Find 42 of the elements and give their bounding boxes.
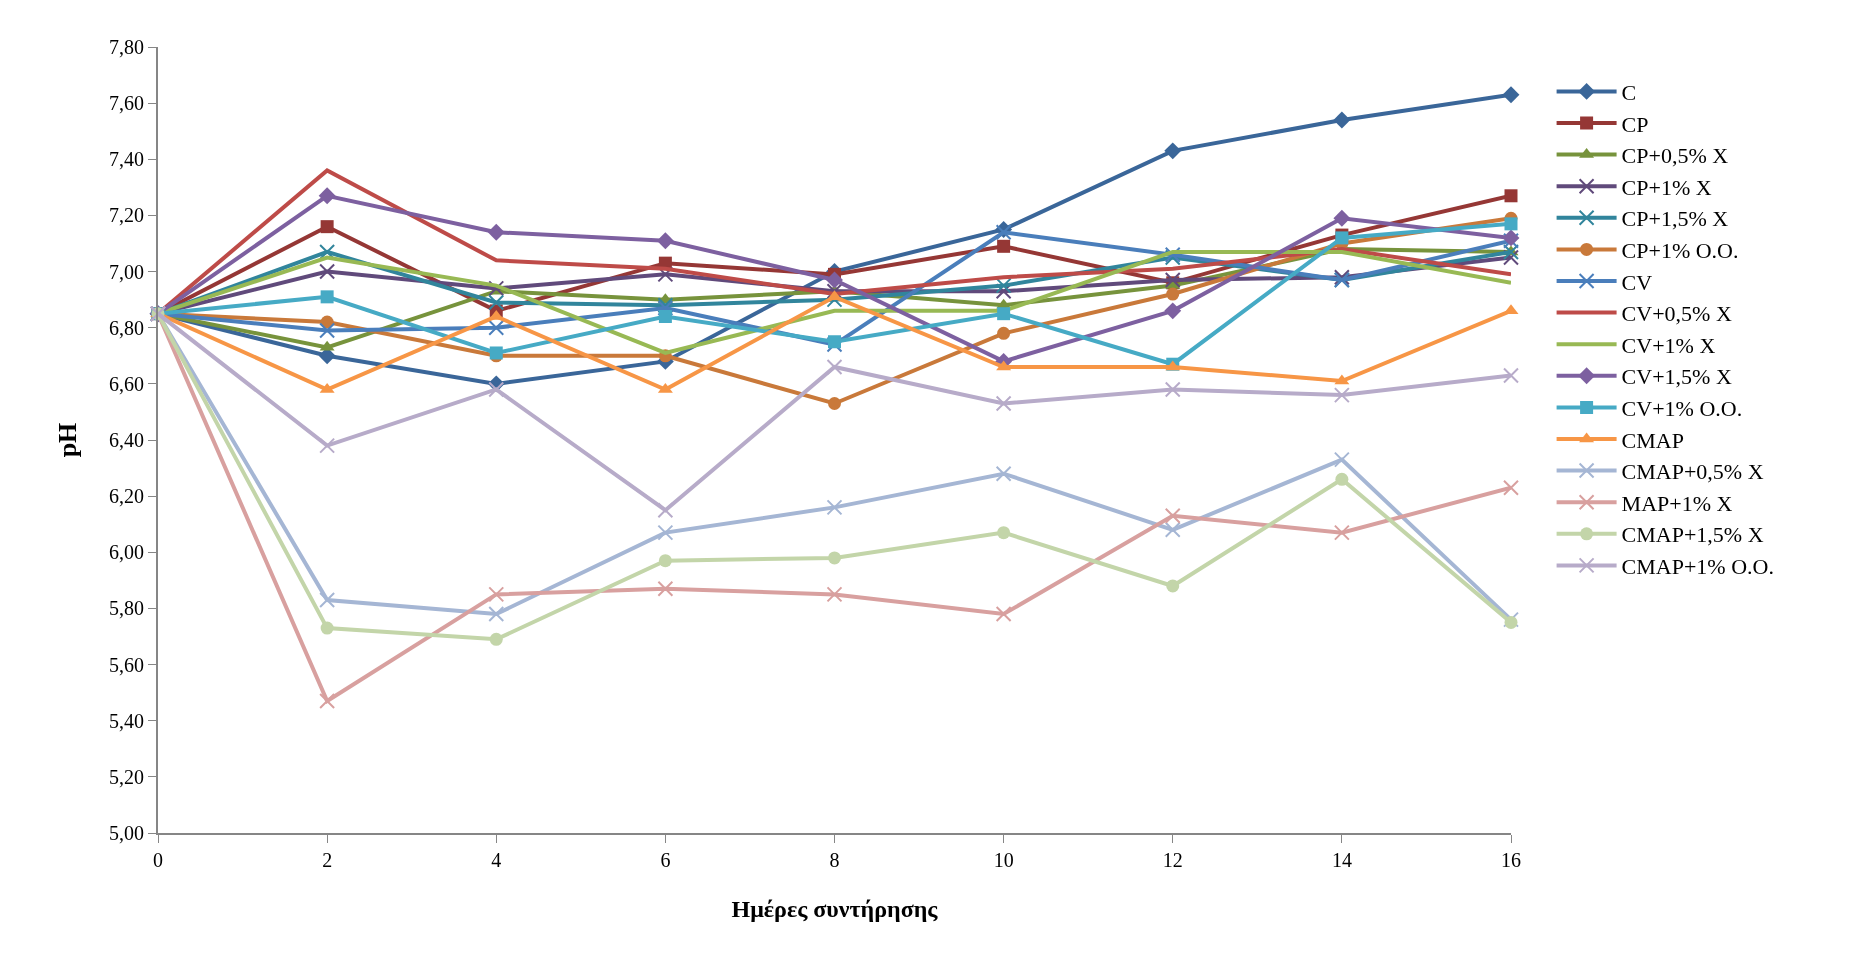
y-tick-label: 7,20: [109, 204, 144, 227]
legend-label: CV+1% O.O.: [1621, 395, 1743, 421]
legend-label: CMAP: [1621, 427, 1684, 453]
y-tick-label: 5,60: [109, 653, 144, 676]
x-tick-label: 0: [153, 849, 163, 871]
y-tick-label: 5,00: [109, 822, 144, 844]
y-tick-label: 5,40: [109, 709, 144, 732]
legend-label: CV+1,5% X: [1621, 364, 1732, 390]
y-tick-label: 6,00: [109, 541, 144, 564]
y-axis-title: pH: [52, 422, 82, 458]
legend-label: CP+1,5% X: [1621, 206, 1729, 232]
legend-label: CP+1% X: [1621, 174, 1712, 200]
x-axis-title: Ημέρες συντήρησης: [731, 895, 939, 922]
y-tick-label: 7,00: [109, 260, 144, 283]
x-tick-label: 12: [1162, 849, 1183, 871]
y-tick-label: 7,40: [109, 148, 144, 171]
legend-label: MAP+1% X: [1621, 490, 1733, 516]
x-tick-label: 6: [660, 849, 671, 871]
x-tick-label: 2: [322, 849, 333, 871]
x-tick-label: 10: [993, 849, 1014, 871]
y-tick-label: 7,60: [109, 92, 144, 115]
y-tick-label: 6,20: [109, 485, 144, 508]
legend-label: C: [1621, 79, 1637, 105]
legend-label: CP+0,5% X: [1621, 143, 1729, 169]
legend-label: CP+1% O.O.: [1621, 237, 1739, 263]
legend-label: CV+1% X: [1621, 332, 1716, 358]
x-tick-label: 4: [491, 849, 502, 871]
x-tick-label: 8: [829, 849, 840, 871]
legend-label: CV: [1621, 269, 1653, 295]
y-tick-label: 6,60: [109, 372, 144, 395]
y-tick-label: 6,40: [109, 429, 144, 451]
legend-label: CP: [1621, 111, 1649, 137]
x-tick-label: 14: [1331, 849, 1352, 871]
legend-label: CMAP+1,5% X: [1621, 522, 1764, 548]
y-tick-label: 6,80: [109, 316, 144, 339]
y-tick-label: 7,80: [109, 36, 144, 58]
y-tick-label: 5,80: [109, 597, 144, 620]
legend-label: CV+0,5% X: [1621, 301, 1732, 327]
y-tick-label: 5,20: [109, 765, 144, 788]
legend-label: CMAP+0,5% X: [1621, 459, 1764, 485]
x-tick-label: 16: [1501, 849, 1521, 871]
legend-label: CMAP+1% O.O.: [1621, 553, 1774, 579]
